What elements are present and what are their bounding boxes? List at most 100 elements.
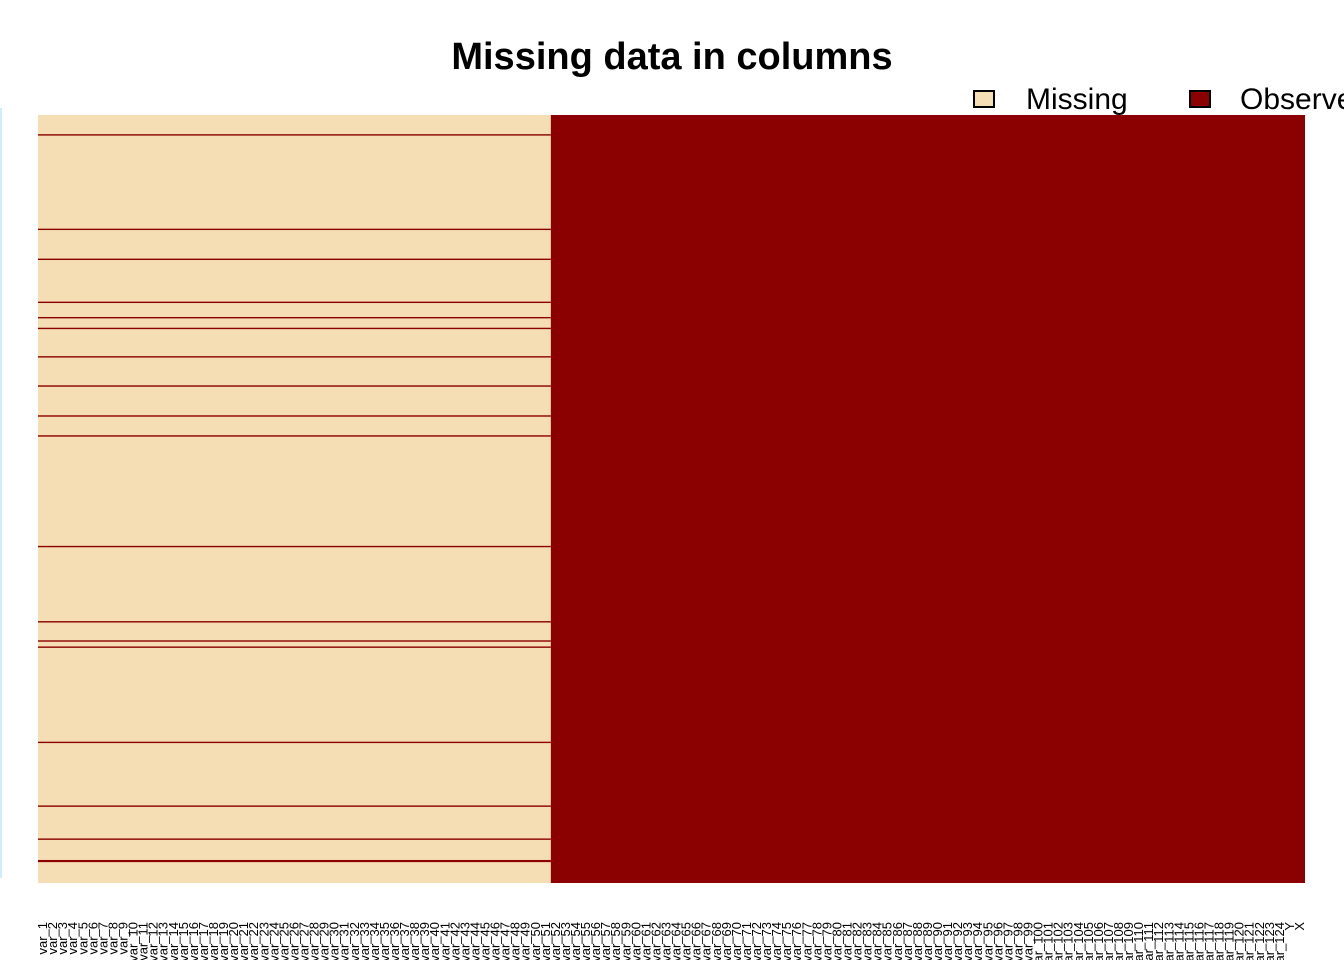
column-label: var_4	[65, 922, 80, 955]
column-label: var_102	[1051, 922, 1066, 960]
observed-row-line	[38, 646, 551, 648]
column-label: var_73	[759, 922, 774, 960]
legend-swatch-missing	[973, 90, 995, 108]
column-label: var_107	[1101, 922, 1116, 960]
column-label: var_42	[447, 922, 462, 960]
column-label: var_51	[538, 922, 553, 960]
column-label: var_45	[477, 922, 492, 960]
column-label: var_92	[950, 922, 965, 960]
column-label: var_7	[95, 922, 110, 955]
column-label: var_100	[1031, 922, 1046, 960]
column-label: var_108	[1111, 922, 1126, 960]
observed-row-line	[38, 838, 551, 840]
column-label: var_36	[387, 922, 402, 960]
column-label: var_40	[427, 922, 442, 960]
observed-row-line	[38, 640, 551, 642]
column-label: var_56	[588, 922, 603, 960]
column-label: var_46	[488, 922, 503, 960]
column-label: var_23	[256, 922, 271, 960]
column-label: var_96	[990, 922, 1005, 960]
column-label: var_75	[779, 922, 794, 960]
column-label: X	[1292, 922, 1307, 931]
column-label: var_35	[377, 922, 392, 960]
missing-block	[38, 115, 551, 883]
column-label: var_21	[236, 922, 251, 960]
observed-row-line	[38, 385, 551, 387]
column-label: var_31	[337, 922, 352, 960]
column-label: var_22	[246, 922, 261, 960]
column-label: var_47	[498, 922, 513, 960]
column-label: var_3	[55, 922, 70, 955]
observed-row-line	[38, 316, 551, 319]
column-label: var_66	[689, 922, 704, 960]
column-label: var_28	[307, 922, 322, 960]
column-label: var_58	[608, 922, 623, 960]
legend-label-observed: Observed	[1240, 83, 1344, 116]
column-label: var_50	[528, 922, 543, 960]
column-label: var_79	[819, 922, 834, 960]
column-label: var_49	[518, 922, 533, 960]
observed-row-line	[38, 134, 551, 136]
column-label: var_114	[1171, 922, 1186, 960]
column-label: var_1	[35, 922, 50, 955]
column-label: var_110	[1131, 922, 1146, 960]
observed-row-line	[38, 301, 551, 304]
column-label: var_101	[1041, 922, 1056, 960]
column-label: var_97	[1000, 922, 1015, 960]
column-label: var_80	[829, 922, 844, 960]
chart-title: Missing data in columns	[451, 36, 893, 78]
observed-row-line	[38, 621, 551, 623]
legend-label-missing: Missing	[1026, 83, 1128, 116]
column-label: var_65	[679, 922, 694, 960]
column-label: var_74	[769, 922, 784, 960]
column-label: var_48	[508, 922, 523, 960]
column-label: var_98	[1010, 922, 1025, 960]
observed-row-line	[38, 805, 551, 807]
column-label: var_113	[1161, 922, 1176, 960]
column-label: var_43	[457, 922, 472, 960]
column-label: Y	[1282, 922, 1297, 931]
column-label: var_64	[669, 922, 684, 960]
observed-row-line	[38, 356, 551, 358]
observed-row-line	[38, 228, 551, 231]
column-label: var_2	[45, 922, 60, 955]
column-label: var_117	[1201, 922, 1216, 960]
column-label: var_88	[910, 922, 925, 960]
column-label: var_14	[166, 922, 181, 960]
observed-row-line	[38, 860, 551, 863]
column-label: var_70	[729, 922, 744, 960]
column-label: var_37	[397, 922, 412, 960]
column-label: var_82	[850, 922, 865, 960]
column-label: var_38	[407, 922, 422, 960]
column-label: var_34	[367, 922, 382, 960]
column-label: var_87	[900, 922, 915, 960]
column-label: var_62	[648, 922, 663, 960]
column-label: var_81	[839, 922, 854, 960]
column-label: var_124	[1272, 922, 1287, 960]
column-label: var_77	[799, 922, 814, 960]
column-label: var_20	[226, 922, 241, 960]
column-label: var_26	[286, 922, 301, 960]
column-label: var_106	[1091, 922, 1106, 960]
column-label: var_27	[296, 922, 311, 960]
observed-row-line	[38, 435, 551, 437]
column-label: var_67	[699, 922, 714, 960]
column-label: var_8	[105, 922, 120, 955]
column-label: var_122	[1252, 922, 1267, 960]
observed-row-line	[38, 545, 551, 548]
column-label: var_29	[317, 922, 332, 960]
column-label: var_118	[1212, 922, 1227, 960]
column-label: var_54	[568, 922, 583, 960]
column-label: var_71	[739, 922, 754, 960]
observed-block	[550, 115, 1305, 883]
column-label: var_17	[196, 922, 211, 960]
column-label: var_13	[156, 922, 171, 960]
plot-left-edge	[0, 108, 2, 878]
column-label: var_18	[206, 922, 221, 960]
column-label: var_32	[347, 922, 362, 960]
column-label: var_41	[437, 922, 452, 960]
column-label: var_104	[1071, 922, 1086, 960]
observed-row-line	[38, 859, 551, 862]
observed-row-line	[38, 741, 551, 744]
